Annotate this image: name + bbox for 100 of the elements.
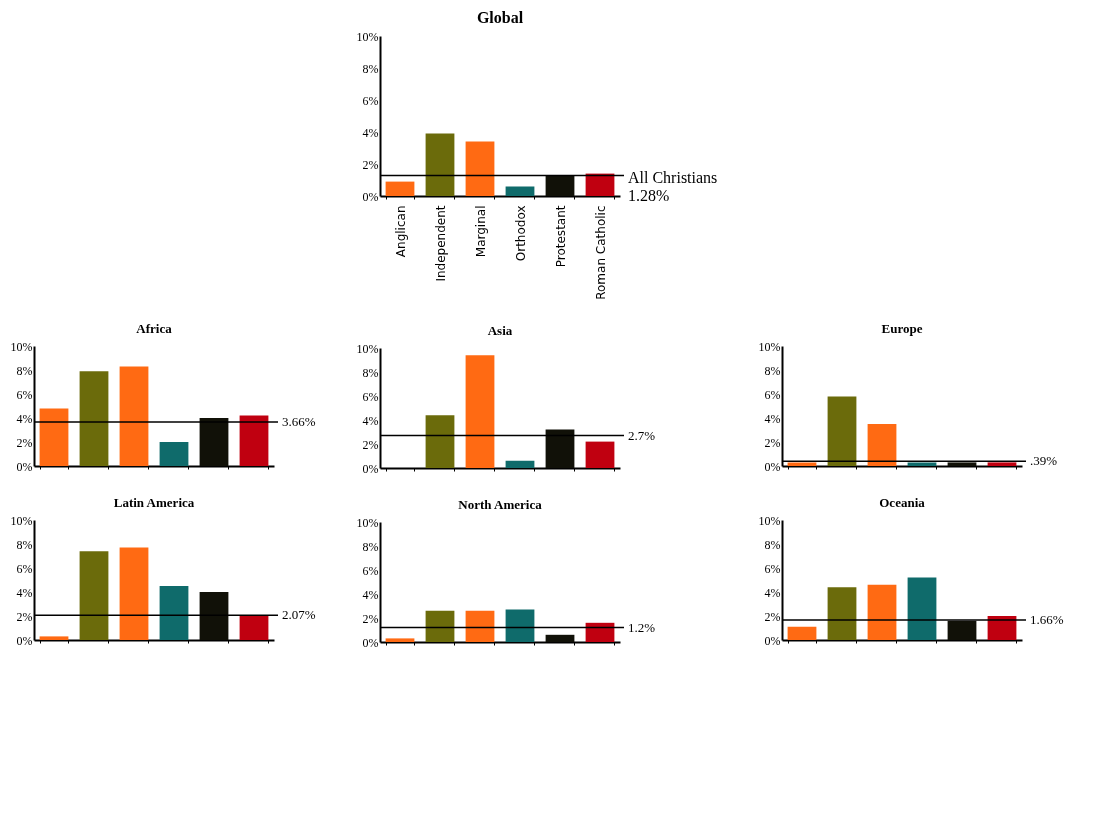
bar bbox=[425, 133, 455, 196]
y-tick-label: 2% bbox=[362, 437, 379, 452]
y-tick-label: 0% bbox=[362, 189, 379, 204]
bar bbox=[505, 186, 535, 196]
y-tick-label: 6% bbox=[362, 563, 379, 578]
y-tick-label: 8% bbox=[16, 363, 33, 378]
ref-line-label: 1.66% bbox=[1030, 612, 1064, 628]
bar bbox=[159, 442, 189, 466]
chart-title: North America bbox=[458, 497, 543, 512]
y-tick-label: 8% bbox=[764, 363, 781, 378]
bar bbox=[39, 408, 69, 466]
chart-title: Global bbox=[476, 9, 524, 26]
bar bbox=[199, 418, 229, 466]
y-tick-label: 2% bbox=[764, 609, 781, 624]
bar bbox=[119, 366, 149, 466]
bar bbox=[907, 462, 937, 466]
bar bbox=[827, 587, 857, 640]
y-tick-label: 8% bbox=[764, 537, 781, 552]
bar bbox=[585, 441, 615, 468]
y-tick-label: 8% bbox=[16, 537, 33, 552]
bar bbox=[79, 371, 109, 466]
y-tick-label: 4% bbox=[16, 411, 33, 426]
bar bbox=[199, 592, 229, 640]
y-tick-label: 10% bbox=[10, 513, 33, 528]
y-tick-label: 4% bbox=[362, 587, 379, 602]
y-tick-label: 0% bbox=[16, 633, 33, 648]
x-tick-label: Anglican bbox=[393, 205, 408, 258]
y-tick-label: 6% bbox=[764, 561, 781, 576]
ref-line-label: All Christians 1.28% bbox=[628, 168, 718, 204]
bar bbox=[505, 460, 535, 468]
y-tick-label: 8% bbox=[362, 61, 379, 76]
y-tick-label: 2% bbox=[362, 157, 379, 172]
ref-line-label: 2.7% bbox=[628, 427, 656, 443]
y-tick-label: 6% bbox=[16, 387, 33, 402]
y-tick-label: 6% bbox=[362, 93, 379, 108]
x-tick-label: Independent bbox=[433, 205, 448, 282]
bar bbox=[465, 355, 495, 468]
ref-line-label: 1.2% bbox=[628, 619, 656, 635]
y-tick-label: 10% bbox=[356, 29, 379, 44]
y-tick-label: 0% bbox=[764, 633, 781, 648]
bar bbox=[159, 586, 189, 640]
bar bbox=[787, 626, 817, 640]
y-tick-label: 4% bbox=[362, 413, 379, 428]
x-tick-label: Marginal bbox=[473, 205, 488, 258]
y-tick-label: 0% bbox=[362, 635, 379, 650]
x-tick-label: Protestant bbox=[553, 205, 568, 268]
y-tick-label: 4% bbox=[764, 585, 781, 600]
y-tick-label: 2% bbox=[16, 609, 33, 624]
x-tick-label: Orthodox bbox=[513, 205, 528, 262]
y-tick-label: 10% bbox=[356, 515, 379, 530]
y-tick-label: 0% bbox=[16, 459, 33, 474]
bar bbox=[465, 610, 495, 642]
y-tick-label: 2% bbox=[16, 435, 33, 450]
chart-title: Africa bbox=[136, 321, 173, 336]
y-tick-label: 2% bbox=[362, 611, 379, 626]
bar bbox=[385, 181, 415, 196]
bar bbox=[425, 415, 455, 468]
bar bbox=[827, 396, 857, 466]
bar bbox=[947, 620, 977, 640]
y-tick-label: 10% bbox=[758, 339, 781, 354]
bar bbox=[787, 462, 817, 466]
ref-line-label: .39% bbox=[1030, 453, 1058, 469]
bar bbox=[239, 616, 269, 640]
bar bbox=[545, 429, 575, 468]
y-tick-label: 8% bbox=[362, 365, 379, 380]
bar bbox=[505, 609, 535, 642]
ref-line-label: 3.66% bbox=[282, 414, 316, 430]
bar bbox=[239, 415, 269, 466]
chart-title: Oceania bbox=[879, 495, 926, 510]
bar bbox=[119, 547, 149, 640]
ref-line-label: 2.07% bbox=[282, 607, 316, 623]
bar bbox=[545, 175, 575, 196]
y-tick-label: 6% bbox=[764, 387, 781, 402]
bar bbox=[585, 173, 615, 196]
y-tick-label: 10% bbox=[10, 339, 33, 354]
chart-title: Asia bbox=[487, 323, 513, 338]
chart-title: Latin America bbox=[113, 495, 195, 510]
bar bbox=[907, 577, 937, 640]
bar bbox=[425, 610, 455, 642]
y-tick-label: 0% bbox=[362, 461, 379, 476]
y-tick-label: 4% bbox=[764, 411, 781, 426]
bar bbox=[585, 622, 615, 642]
bar bbox=[987, 462, 1017, 466]
y-tick-label: 0% bbox=[764, 459, 781, 474]
bar bbox=[385, 638, 415, 642]
y-tick-label: 4% bbox=[16, 585, 33, 600]
y-tick-label: 10% bbox=[356, 341, 379, 356]
y-tick-label: 8% bbox=[362, 539, 379, 554]
x-tick-label: Roman Catholic bbox=[593, 205, 608, 300]
chart-title: Europe bbox=[881, 321, 923, 336]
y-tick-label: 2% bbox=[764, 435, 781, 450]
bar bbox=[79, 551, 109, 640]
y-tick-label: 10% bbox=[758, 513, 781, 528]
y-tick-label: 6% bbox=[362, 389, 379, 404]
bar bbox=[867, 584, 897, 640]
bar bbox=[867, 424, 897, 466]
bar bbox=[465, 141, 495, 196]
bar bbox=[545, 634, 575, 642]
bar bbox=[39, 636, 69, 640]
y-tick-label: 6% bbox=[16, 561, 33, 576]
